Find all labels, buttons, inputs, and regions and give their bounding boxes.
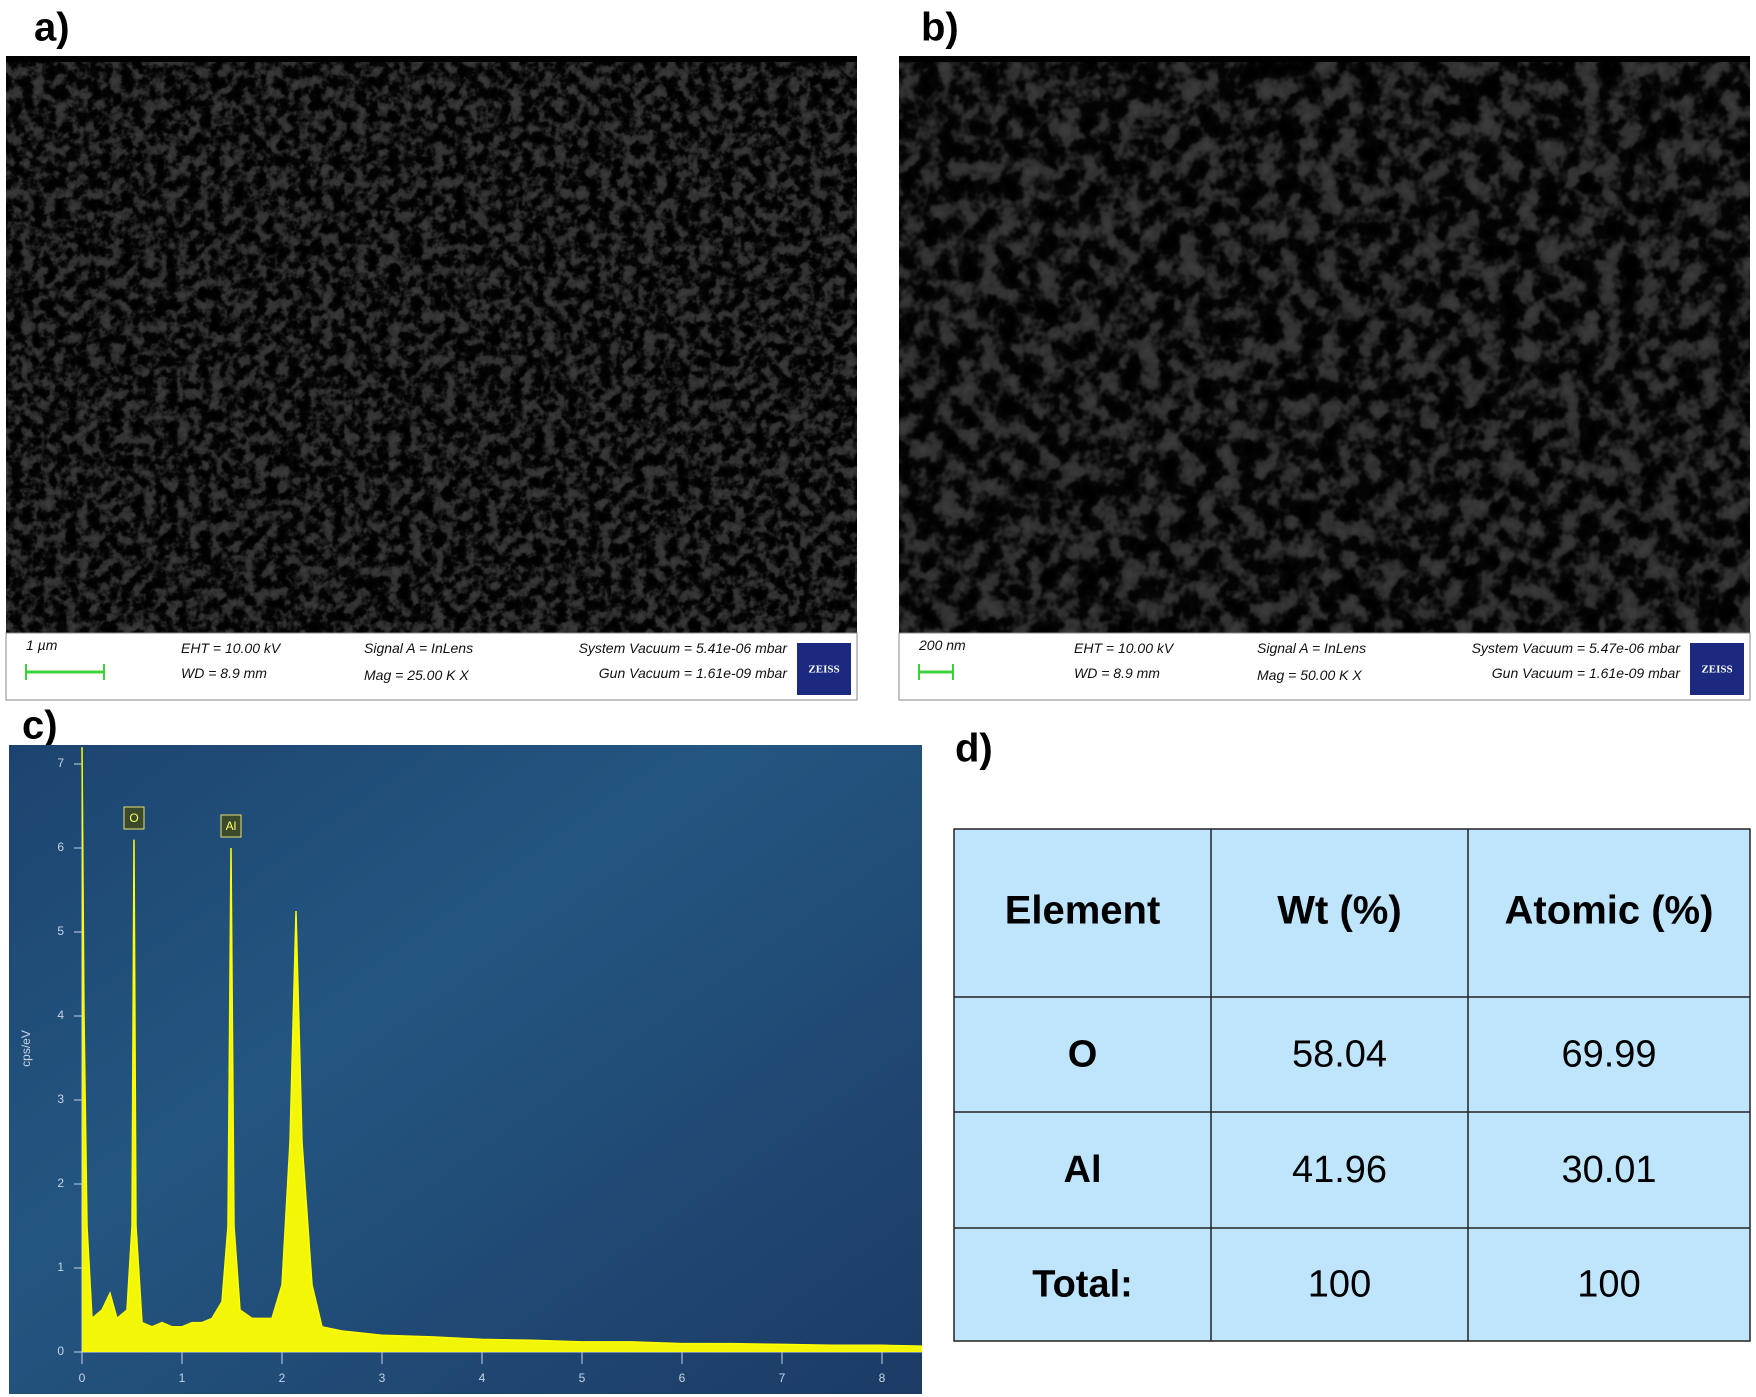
info-system-vacuum: System Vacuum = 5.47e-06 mbar <box>1472 640 1682 656</box>
panel-label: d) <box>955 727 993 771</box>
table-cell: 100 <box>1577 1264 1640 1306</box>
y-tick-label: 0 <box>57 1344 64 1358</box>
table-background <box>953 828 1751 1342</box>
y-tick-label: 5 <box>57 924 64 938</box>
y-tick-label: 6 <box>57 840 64 854</box>
info-eht: EHT = 10.00 kV <box>1074 640 1175 656</box>
info-gun-vacuum: Gun Vacuum = 1.61e-09 mbar <box>1492 665 1682 681</box>
table-cell: Total: <box>1032 1264 1133 1306</box>
table-header: Wt (%) <box>1277 889 1401 933</box>
x-tick-label: 7 <box>779 1371 786 1385</box>
table-cell: 30.01 <box>1561 1149 1656 1191</box>
peak-label: O <box>129 811 138 825</box>
table-cell: Al <box>1064 1149 1102 1191</box>
plot-background <box>9 745 922 1394</box>
x-tick-label: 6 <box>679 1371 686 1385</box>
info-signal: Signal A = InLens <box>364 640 473 656</box>
image-border <box>899 56 1750 63</box>
table-cell: 100 <box>1308 1264 1371 1306</box>
info-mag: Mag = 50.00 K X <box>1257 667 1362 683</box>
logo-box <box>1690 643 1744 695</box>
info-system-vacuum: System Vacuum = 5.41e-06 mbar <box>579 640 789 656</box>
spectrum-line <box>81 747 923 1347</box>
x-tick-label: 2 <box>279 1371 286 1385</box>
table-header: Atomic (%) <box>1505 889 1714 933</box>
sem-image <box>6 62 857 633</box>
info-eht: EHT = 10.00 kV <box>181 640 282 656</box>
x-tick-label: 8 <box>879 1371 886 1385</box>
x-tick-label: 3 <box>379 1371 386 1385</box>
spectrum-area <box>82 747 922 1352</box>
panel-label: c) <box>22 704 58 748</box>
logo: ZEISS <box>1701 664 1732 676</box>
logo: ZEISS <box>808 664 839 676</box>
panel-label: b) <box>921 6 959 50</box>
y-axis-label: cps/eV <box>19 1030 33 1067</box>
y-tick-label: 2 <box>57 1176 64 1190</box>
y-tick-label: 3 <box>57 1092 64 1106</box>
x-tick-label: 5 <box>579 1371 586 1385</box>
scale-bar-label: 200 nm <box>918 637 966 653</box>
scale-bar-label: 1 µm <box>26 637 58 653</box>
peak-label-box <box>123 806 145 830</box>
table-header: Element <box>1005 889 1161 933</box>
peak-label: Al <box>226 819 237 833</box>
info-wd: WD = 8.9 mm <box>181 665 267 681</box>
panel-label: a) <box>34 6 70 50</box>
info-wd: WD = 8.9 mm <box>1074 665 1160 681</box>
info-bar <box>5 632 858 701</box>
info-gun-vacuum: Gun Vacuum = 1.61e-09 mbar <box>599 665 789 681</box>
x-tick-label: 1 <box>179 1371 186 1385</box>
table-cell: 69.99 <box>1561 1034 1656 1076</box>
y-tick-label: 4 <box>57 1008 64 1022</box>
table-cell: 41.96 <box>1292 1149 1387 1191</box>
info-bar <box>898 632 1751 701</box>
info-mag: Mag = 25.00 K X <box>364 667 469 683</box>
table-cell: 58.04 <box>1292 1034 1387 1076</box>
info-signal: Signal A = InLens <box>1257 640 1366 656</box>
logo-box <box>797 643 851 695</box>
y-tick-label: 7 <box>57 756 64 770</box>
x-tick-label: 4 <box>479 1371 486 1385</box>
x-tick-label: 0 <box>79 1371 86 1385</box>
image-border <box>6 56 857 63</box>
peak-label-box <box>220 814 242 838</box>
sem-image <box>899 62 1750 633</box>
table-cell: O <box>1068 1034 1098 1076</box>
y-tick-label: 1 <box>57 1260 64 1274</box>
